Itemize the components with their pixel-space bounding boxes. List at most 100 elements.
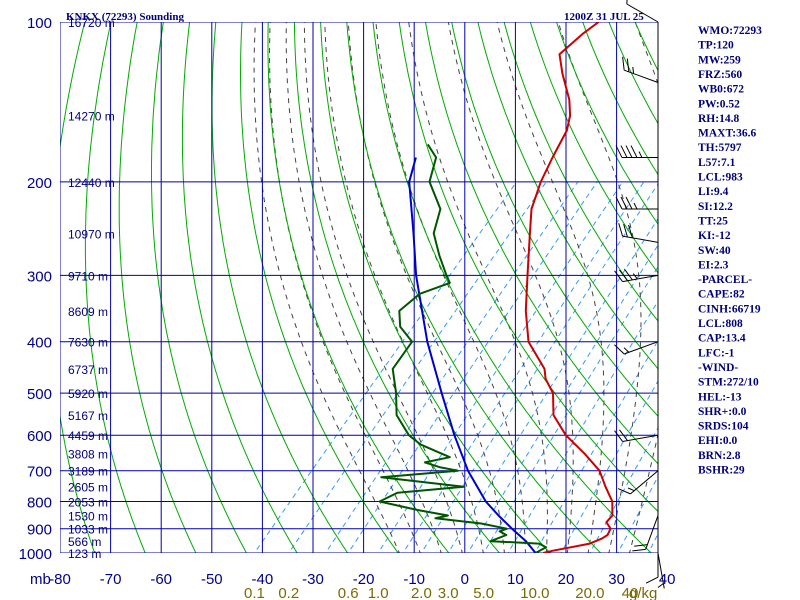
wind-barb-full [628,224,633,238]
index-line: SW:40 [698,245,731,257]
height-label: 2053 m [68,496,108,510]
index-line: MW:259 [698,54,741,66]
height-label: 5920 m [68,387,108,401]
dewpoint-line [378,143,547,553]
wind-barb-staff [624,69,659,83]
indices-panel: WMO:72293 TP:120 MW:259 FRZ:560 WB0:672 PW:0.… [698,25,762,477]
wind-barb [614,341,659,355]
moist-adiabat-line [253,22,400,553]
mixing-ratio-label: 5.0 [473,585,494,600]
wind-barb-full [634,544,648,547]
wind-barb-half [638,151,643,158]
plot-area [60,22,658,553]
mixing-ratio-line [617,475,658,553]
pressure-unit-label: mb [30,571,51,588]
wind-barbs [614,0,665,589]
wind-barb-full [614,270,623,282]
wind-barb [617,470,659,495]
wind-barb [615,145,658,159]
temperature-tick-label: 10 [507,571,524,588]
pressure-tick-label: 800 [27,495,52,512]
height-label: 16720 m [68,16,115,30]
wind-barb-full [645,576,659,584]
parcel-trace [408,157,537,553]
mixing-ratio-label: 10.0 [520,585,549,600]
height-label: 5167 m [68,409,108,423]
moist-adiabat-line [496,22,605,553]
wind-barb [657,552,665,589]
wind-barb-staff [624,341,659,355]
index-line: CAP:13.4 [698,333,746,345]
index-line: PW:0.52 [698,98,740,110]
mixing-ratio-line [483,265,658,553]
dry-adiabat-line [293,22,501,553]
dry-adiabat-line [529,22,658,274]
wind-barb-full [619,429,628,441]
dry-adiabat-line [503,22,658,322]
wind-barb [618,223,659,243]
wind-barb-full [624,268,633,281]
height-label: 12440 m [68,176,115,190]
dry-adiabat-line [181,22,298,553]
mixing-ratio-line [288,181,547,553]
index-line: BSHR:29 [698,465,745,477]
dry-adiabat-line [424,22,658,465]
wind-barb [615,196,658,210]
dry-adiabats [60,22,658,553]
temperature-trace [524,22,614,553]
index-line: HEL:-13 [698,391,742,403]
dewpoint-trace [378,143,547,553]
mixing-ratio-label: 1.0 [368,585,389,600]
dry-adiabat-line [151,22,248,553]
temperature-tick-labels: -80 -70 -60 -50 -40 -30 -20 -10 0 10 20 30 40 [49,571,675,588]
height-label: 2605 m [68,481,108,495]
isotherms [60,22,618,553]
index-line: EI:2.3 [698,259,729,271]
dry-adiabat-line [477,22,658,370]
temperature-tick-label: 0 [461,571,469,588]
temperature-tick-label: 20 [558,571,575,588]
index-line: EHI:0.0 [698,435,738,447]
dry-adiabat-line [84,22,146,553]
mixing-ratio-label: 20.0 [575,585,604,600]
moist-adiabat-line [285,22,442,553]
dry-adiabat-line [346,22,602,553]
station-title: KNKX (72293) Sounding [66,11,184,23]
pressure-tick-label: 900 [27,522,52,539]
wind-barb-staff [645,515,659,550]
wind-barb-full [632,548,646,552]
height-label: 123 m [68,547,101,561]
index-line: WB0:672 [698,84,744,96]
height-label: 566 m [68,535,101,549]
pressure-tick-label: 400 [27,335,52,352]
height-label: 3189 m [68,465,108,479]
wind-barb-full [617,488,631,495]
moist-adiabat-line [347,22,505,553]
wind-barb-full [614,430,623,442]
temperature-tick-label: -30 [302,571,324,588]
index-line: TH:5797 [698,142,742,154]
wind-barb-full [625,196,633,210]
wind-barb-full [626,0,629,5]
index-line: CINH:66719 [698,303,761,315]
wind-barb-full [615,145,623,158]
height-label: 6737 m [68,363,108,377]
wind-barb-staff [622,434,659,442]
index-line: FRZ:560 [698,69,742,81]
index-line: KI:-12 [698,230,731,242]
index-line: L57:7.1 [698,157,736,169]
wind-barb [645,541,659,584]
index-line: -WIND- [698,362,738,374]
moist-adiabat-line [408,22,548,553]
dry-adiabat-line [320,22,551,553]
wind-barb-half [632,273,638,280]
temperature-tick-label: 40 [659,571,676,588]
isobars [60,22,658,553]
pressure-tick-label: 500 [27,386,52,403]
pressure-tick-label: 600 [27,428,52,445]
temperature-tick-label: -50 [201,571,223,588]
height-label: 7630 m [68,336,108,350]
wind-barb-full [619,269,628,282]
pressure-tick-label: 700 [27,464,52,481]
